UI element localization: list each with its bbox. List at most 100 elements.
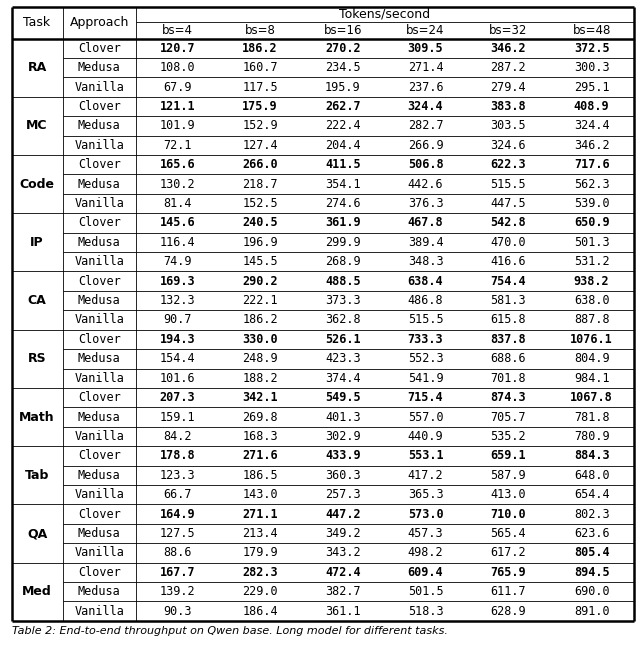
Text: 447.2: 447.2 xyxy=(325,508,360,520)
Text: 617.2: 617.2 xyxy=(490,547,526,559)
Text: 222.4: 222.4 xyxy=(325,120,360,132)
Text: 123.3: 123.3 xyxy=(159,469,195,482)
Text: 472.4: 472.4 xyxy=(325,566,360,579)
Text: 127.5: 127.5 xyxy=(159,527,195,540)
Text: 159.1: 159.1 xyxy=(159,411,195,424)
Text: 175.9: 175.9 xyxy=(242,100,278,113)
Text: Clover: Clover xyxy=(78,391,120,404)
Text: 389.4: 389.4 xyxy=(408,236,444,249)
Text: Medusa: Medusa xyxy=(78,352,120,365)
Text: Medusa: Medusa xyxy=(78,527,120,540)
Text: Clover: Clover xyxy=(78,41,120,55)
Text: 266.0: 266.0 xyxy=(242,158,278,171)
Text: 552.3: 552.3 xyxy=(408,352,444,365)
Text: Clover: Clover xyxy=(78,333,120,346)
Text: 330.0: 330.0 xyxy=(242,333,278,346)
Text: Vanilla: Vanilla xyxy=(74,197,124,210)
Text: 222.1: 222.1 xyxy=(242,294,278,307)
Text: bs=48: bs=48 xyxy=(572,24,611,37)
Text: Vanilla: Vanilla xyxy=(74,139,124,152)
Text: Clover: Clover xyxy=(78,566,120,579)
Text: 705.7: 705.7 xyxy=(490,411,526,424)
Text: 498.2: 498.2 xyxy=(408,547,444,559)
Text: 417.2: 417.2 xyxy=(408,469,444,482)
Text: 650.9: 650.9 xyxy=(574,216,609,229)
Text: 373.3: 373.3 xyxy=(325,294,360,307)
Text: 506.8: 506.8 xyxy=(408,158,444,171)
Text: Medusa: Medusa xyxy=(78,236,120,249)
Text: 116.4: 116.4 xyxy=(159,236,195,249)
Text: 805.4: 805.4 xyxy=(574,547,609,559)
Text: 271.4: 271.4 xyxy=(408,61,444,74)
Text: 361.9: 361.9 xyxy=(325,216,360,229)
Text: 324.4: 324.4 xyxy=(574,120,609,132)
Text: 152.9: 152.9 xyxy=(242,120,278,132)
Text: 299.9: 299.9 xyxy=(325,236,360,249)
Text: bs=16: bs=16 xyxy=(324,24,362,37)
Text: 346.2: 346.2 xyxy=(574,139,609,152)
Text: 186.2: 186.2 xyxy=(242,41,278,55)
Text: Medusa: Medusa xyxy=(78,177,120,191)
Text: 139.2: 139.2 xyxy=(159,585,195,599)
Text: Medusa: Medusa xyxy=(78,61,120,74)
Text: 152.5: 152.5 xyxy=(242,197,278,210)
Text: 324.4: 324.4 xyxy=(408,100,444,113)
Text: Medusa: Medusa xyxy=(78,120,120,132)
Text: 535.2: 535.2 xyxy=(490,430,526,443)
Text: 346.2: 346.2 xyxy=(490,41,526,55)
Text: 416.6: 416.6 xyxy=(490,256,526,268)
Text: Approach: Approach xyxy=(70,16,129,29)
Text: 781.8: 781.8 xyxy=(574,411,609,424)
Text: Clover: Clover xyxy=(78,275,120,288)
Text: 374.4: 374.4 xyxy=(325,372,360,385)
Text: 271.6: 271.6 xyxy=(242,449,278,463)
Text: 271.1: 271.1 xyxy=(242,508,278,520)
Text: 101.9: 101.9 xyxy=(159,120,195,132)
Text: 302.9: 302.9 xyxy=(325,430,360,443)
Text: 282.3: 282.3 xyxy=(242,566,278,579)
Text: 186.2: 186.2 xyxy=(242,313,278,327)
Text: Clover: Clover xyxy=(78,158,120,171)
Text: Medusa: Medusa xyxy=(78,469,120,482)
Text: 67.9: 67.9 xyxy=(163,81,191,93)
Text: MC: MC xyxy=(26,120,48,132)
Text: bs=32: bs=32 xyxy=(489,24,527,37)
Text: Clover: Clover xyxy=(78,449,120,463)
Text: Vanilla: Vanilla xyxy=(74,604,124,618)
Text: 167.7: 167.7 xyxy=(159,566,195,579)
Text: 195.9: 195.9 xyxy=(325,81,360,93)
Text: 66.7: 66.7 xyxy=(163,488,191,501)
Text: 72.1: 72.1 xyxy=(163,139,191,152)
Text: 81.4: 81.4 xyxy=(163,197,191,210)
Text: 348.3: 348.3 xyxy=(408,256,444,268)
Text: 780.9: 780.9 xyxy=(574,430,609,443)
Text: 127.4: 127.4 xyxy=(242,139,278,152)
Text: 654.4: 654.4 xyxy=(574,488,609,501)
Text: 324.6: 324.6 xyxy=(490,139,526,152)
Text: 638.0: 638.0 xyxy=(574,294,609,307)
Text: Medusa: Medusa xyxy=(78,585,120,599)
Text: 733.3: 733.3 xyxy=(408,333,444,346)
Text: 274.6: 274.6 xyxy=(325,197,360,210)
Text: 117.5: 117.5 xyxy=(242,81,278,93)
Text: 342.1: 342.1 xyxy=(242,391,278,404)
Text: 488.5: 488.5 xyxy=(325,275,360,288)
Text: 84.2: 84.2 xyxy=(163,430,191,443)
Text: 262.7: 262.7 xyxy=(325,100,360,113)
Text: 361.1: 361.1 xyxy=(325,604,360,618)
Text: 213.4: 213.4 xyxy=(242,527,278,540)
Text: 754.4: 754.4 xyxy=(490,275,526,288)
Text: 1067.8: 1067.8 xyxy=(570,391,613,404)
Text: 207.3: 207.3 xyxy=(159,391,195,404)
Text: 765.9: 765.9 xyxy=(490,566,526,579)
Text: 186.5: 186.5 xyxy=(242,469,278,482)
Text: 623.6: 623.6 xyxy=(574,527,609,540)
Text: Clover: Clover xyxy=(78,100,120,113)
Text: 101.6: 101.6 xyxy=(159,372,195,385)
Text: 531.2: 531.2 xyxy=(574,256,609,268)
Text: 715.4: 715.4 xyxy=(408,391,444,404)
Text: CA: CA xyxy=(28,294,47,307)
Text: 615.8: 615.8 xyxy=(490,313,526,327)
Text: 383.8: 383.8 xyxy=(490,100,526,113)
Text: Math: Math xyxy=(19,411,55,424)
